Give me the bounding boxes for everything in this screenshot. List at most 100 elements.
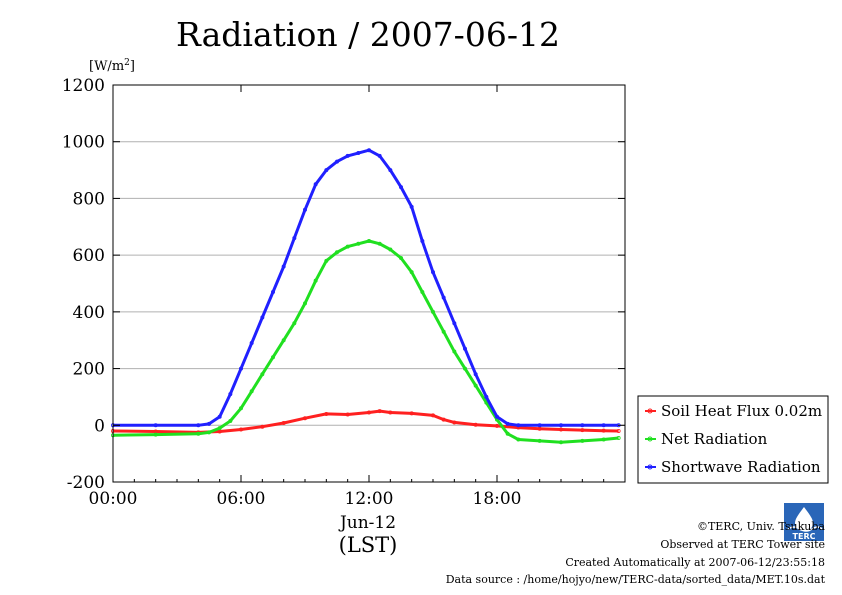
data-point [313, 182, 318, 187]
data-point [249, 341, 254, 346]
data-point [559, 427, 564, 432]
data-point [238, 427, 243, 432]
data-point [217, 426, 222, 431]
data-point [270, 355, 275, 360]
y-tick-label: -200 [67, 473, 105, 493]
data-point [260, 372, 265, 377]
y-tick-label: 0 [94, 416, 105, 436]
legend-box [637, 395, 829, 484]
data-point [559, 440, 564, 445]
data-point [452, 420, 457, 425]
data-point [420, 290, 425, 295]
y-axis-label: [W/m2] [89, 58, 135, 74]
data-point [196, 431, 201, 436]
x-axis-date-label: Jun-12 [338, 513, 396, 533]
data-point [462, 346, 467, 351]
data-point [473, 422, 478, 427]
legend-label: Soil Heat Flux 0.02m [661, 402, 822, 420]
data-point [281, 421, 286, 426]
data-point [580, 428, 585, 433]
x-tick-label: 18:00 [473, 489, 522, 509]
data-point [430, 413, 435, 418]
data-point [302, 301, 307, 306]
legend-marker [647, 408, 653, 414]
data-point [516, 423, 521, 428]
series-line-net-radiation [112, 239, 619, 444]
data-point [601, 423, 606, 428]
y-tick-label: 400 [73, 303, 105, 323]
data-point [616, 436, 621, 441]
data-point [388, 410, 393, 415]
y-tick-label: 1200 [62, 76, 105, 96]
data-point [249, 389, 254, 394]
y-axis-label-main: [W/m [89, 59, 124, 74]
data-point [313, 278, 318, 283]
data-point [356, 241, 361, 246]
legend: Soil Heat Flux 0.02m Net Radiation Shortwa… [637, 395, 829, 484]
data-series [111, 148, 621, 445]
data-point [153, 423, 158, 428]
data-point [505, 431, 510, 436]
x-axis-label: (LST) [339, 533, 398, 557]
y-tick-label: 200 [73, 360, 105, 380]
footer-copyright: ©TERC, Univ. Tsukuba [696, 520, 825, 533]
plot-frame [112, 84, 626, 483]
data-point [601, 428, 606, 433]
data-point [206, 430, 211, 435]
data-point [420, 238, 425, 243]
y-tick-label: 600 [73, 246, 105, 266]
data-point [388, 247, 393, 252]
legend-marker [647, 436, 653, 442]
data-point [494, 414, 499, 419]
data-point [334, 250, 339, 255]
data-point [281, 338, 286, 343]
data-point [238, 406, 243, 411]
data-point [324, 168, 329, 173]
data-point [537, 423, 542, 428]
series-line-soil-heat-flux-0-02m [112, 409, 619, 434]
data-point [398, 255, 403, 260]
data-point [409, 204, 414, 209]
data-point [238, 366, 243, 371]
data-point [217, 414, 222, 419]
data-point [484, 394, 489, 399]
data-point [616, 428, 621, 433]
data-point [302, 416, 307, 421]
data-point [537, 438, 542, 443]
data-point [345, 244, 350, 249]
data-point [196, 423, 201, 428]
data-point [559, 423, 564, 428]
data-point [398, 185, 403, 190]
x-tick-label: 12:00 [345, 489, 394, 509]
data-point [228, 419, 233, 424]
data-point [409, 270, 414, 275]
data-point [356, 151, 361, 156]
data-point [441, 295, 446, 300]
data-point [292, 236, 297, 241]
data-point [377, 241, 382, 246]
data-point [409, 411, 414, 416]
chart-title: Radiation / 2007-06-12 [176, 15, 560, 54]
data-point [601, 437, 606, 442]
data-point [505, 421, 510, 426]
y-tick-label: 1000 [62, 133, 105, 153]
data-point [260, 315, 265, 320]
data-point [366, 238, 371, 243]
data-point [153, 432, 158, 437]
data-point [441, 329, 446, 334]
x-tick-label: 06:00 [217, 489, 266, 509]
data-point [494, 423, 499, 428]
legend-label: Shortwave Radiation [661, 458, 821, 476]
terc-logo-icon: TERC [784, 503, 824, 541]
x-tick-label: 00:00 [89, 489, 138, 509]
footer-observed: Observed at TERC Tower site [660, 538, 825, 551]
data-point [452, 321, 457, 326]
data-point [324, 258, 329, 263]
data-point [452, 349, 457, 354]
data-point [345, 412, 350, 417]
data-point [377, 409, 382, 414]
data-point [270, 290, 275, 295]
legend-marker [647, 464, 653, 470]
